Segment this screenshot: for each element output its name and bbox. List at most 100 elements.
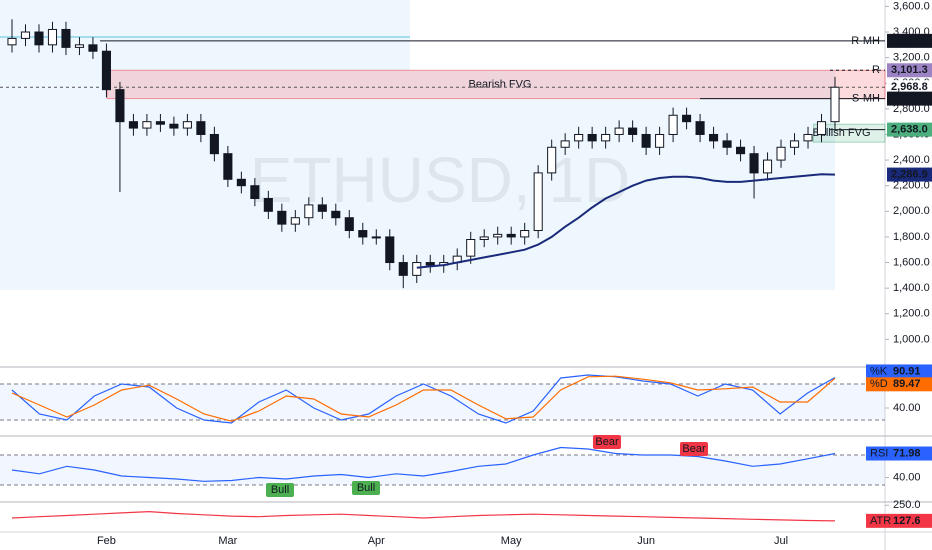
price-tag — [887, 91, 932, 106]
indicator-line — [11, 510, 836, 522]
range-shade — [0, 0, 410, 290]
price-tag — [887, 63, 932, 78]
candle-body — [601, 133, 611, 142]
annotation-box — [352, 481, 380, 495]
candle-body — [331, 210, 341, 219]
indicator-line — [11, 446, 836, 482]
candle-body — [209, 133, 219, 155]
candle-body — [466, 238, 476, 257]
x-tick-label: Apr — [368, 535, 385, 547]
x-tick-label: Mar — [218, 535, 237, 547]
candle-body — [668, 114, 678, 135]
value-label: 71.98 — [893, 447, 921, 459]
candle-body — [682, 114, 692, 123]
candle-body — [317, 204, 327, 212]
candle-body — [88, 44, 98, 52]
candle-body — [277, 210, 287, 225]
x-tick-label: May — [501, 535, 522, 547]
candle-body — [628, 127, 638, 135]
value-label: 89.47 — [893, 378, 921, 390]
candle-body — [155, 121, 165, 125]
price-tag — [887, 122, 932, 137]
candle-body — [493, 233, 503, 238]
x-tick-label: Feb — [97, 535, 116, 547]
candle-body — [520, 230, 530, 238]
fvg-zone — [813, 123, 886, 143]
price-tag-label: 3,330.9 — [891, 35, 928, 47]
candle-body — [709, 133, 719, 142]
annotation-box — [593, 435, 621, 449]
x-tick-label: Jul — [774, 535, 788, 547]
candle-body — [74, 44, 85, 48]
candle-body — [398, 262, 408, 276]
candle-body — [169, 123, 179, 129]
candle-body — [816, 121, 827, 135]
level-name: R-MH — [851, 35, 880, 47]
candle-body — [371, 236, 381, 239]
candle-body — [34, 31, 44, 46]
value-label: 90.91 — [893, 365, 921, 377]
y-tick-label: 1,800.0 — [893, 231, 930, 243]
y-tick-label: 3,200.0 — [893, 52, 930, 64]
value-tag — [866, 377, 932, 392]
candle-body — [425, 262, 435, 266]
candle-body — [479, 236, 489, 240]
fvg-zone — [106, 69, 886, 100]
value-tag — [866, 513, 932, 528]
candle-body — [142, 121, 152, 129]
price-tag-label: 3,101.3 — [891, 64, 928, 76]
price-tag — [887, 167, 932, 182]
candle-body — [789, 140, 800, 148]
candle-body — [533, 172, 543, 232]
y-tick-label: 2,200.0 — [893, 180, 930, 192]
candle-body — [182, 121, 192, 129]
price-tag-label: 2,638.0 — [891, 124, 928, 136]
annotation-box — [266, 483, 294, 497]
candle-body — [762, 159, 773, 174]
annotation: Bear — [595, 436, 619, 448]
price-tag — [887, 33, 932, 48]
series-name: %D — [870, 378, 888, 390]
candle-body — [830, 86, 840, 123]
candle-body — [128, 121, 138, 129]
price-tag-label: 2,880.0 — [891, 93, 928, 105]
annotation: Bull — [271, 484, 289, 496]
candle-body — [736, 146, 746, 155]
candle-body — [304, 204, 314, 219]
candle-body — [290, 217, 300, 225]
value-tag — [866, 446, 932, 461]
candle-body — [61, 28, 71, 48]
candle-body — [115, 89, 125, 123]
candle-body — [722, 140, 732, 148]
y-tick-label: 1,200.0 — [893, 308, 930, 320]
y-tick-label: 1,000.0 — [893, 333, 930, 345]
candle-body — [574, 133, 584, 142]
series-name: ATR — [870, 515, 891, 527]
indicator-line — [11, 374, 836, 424]
y-tick-label: 250.0 — [893, 499, 921, 511]
candle-body — [749, 153, 759, 174]
candle-body — [358, 230, 368, 238]
candle-body — [344, 217, 354, 232]
candle-body — [695, 121, 705, 135]
level-name: S-MH — [852, 93, 880, 105]
price-tag-label: 2,286.9 — [891, 168, 928, 180]
candle-body — [385, 236, 395, 264]
candle-body — [263, 198, 273, 212]
value-tag — [866, 364, 932, 379]
candle-body — [196, 121, 206, 135]
candle-body — [803, 133, 813, 142]
candle-body — [587, 133, 597, 142]
y-tick-label: 2,000.0 — [893, 205, 930, 217]
y-tick-label: 3,600.0 — [893, 0, 930, 12]
candle-body — [47, 28, 58, 46]
candle-body — [412, 262, 422, 276]
y-tick-label: 1,600.0 — [893, 256, 930, 268]
candle-body — [101, 50, 111, 91]
indicator-line — [11, 375, 836, 422]
series-name: %K — [870, 365, 888, 377]
y-tick-label: 40.00 — [893, 471, 921, 483]
zone-label: Bearish FVG — [469, 78, 532, 90]
candle-body — [776, 146, 786, 161]
candle-body — [641, 133, 651, 148]
